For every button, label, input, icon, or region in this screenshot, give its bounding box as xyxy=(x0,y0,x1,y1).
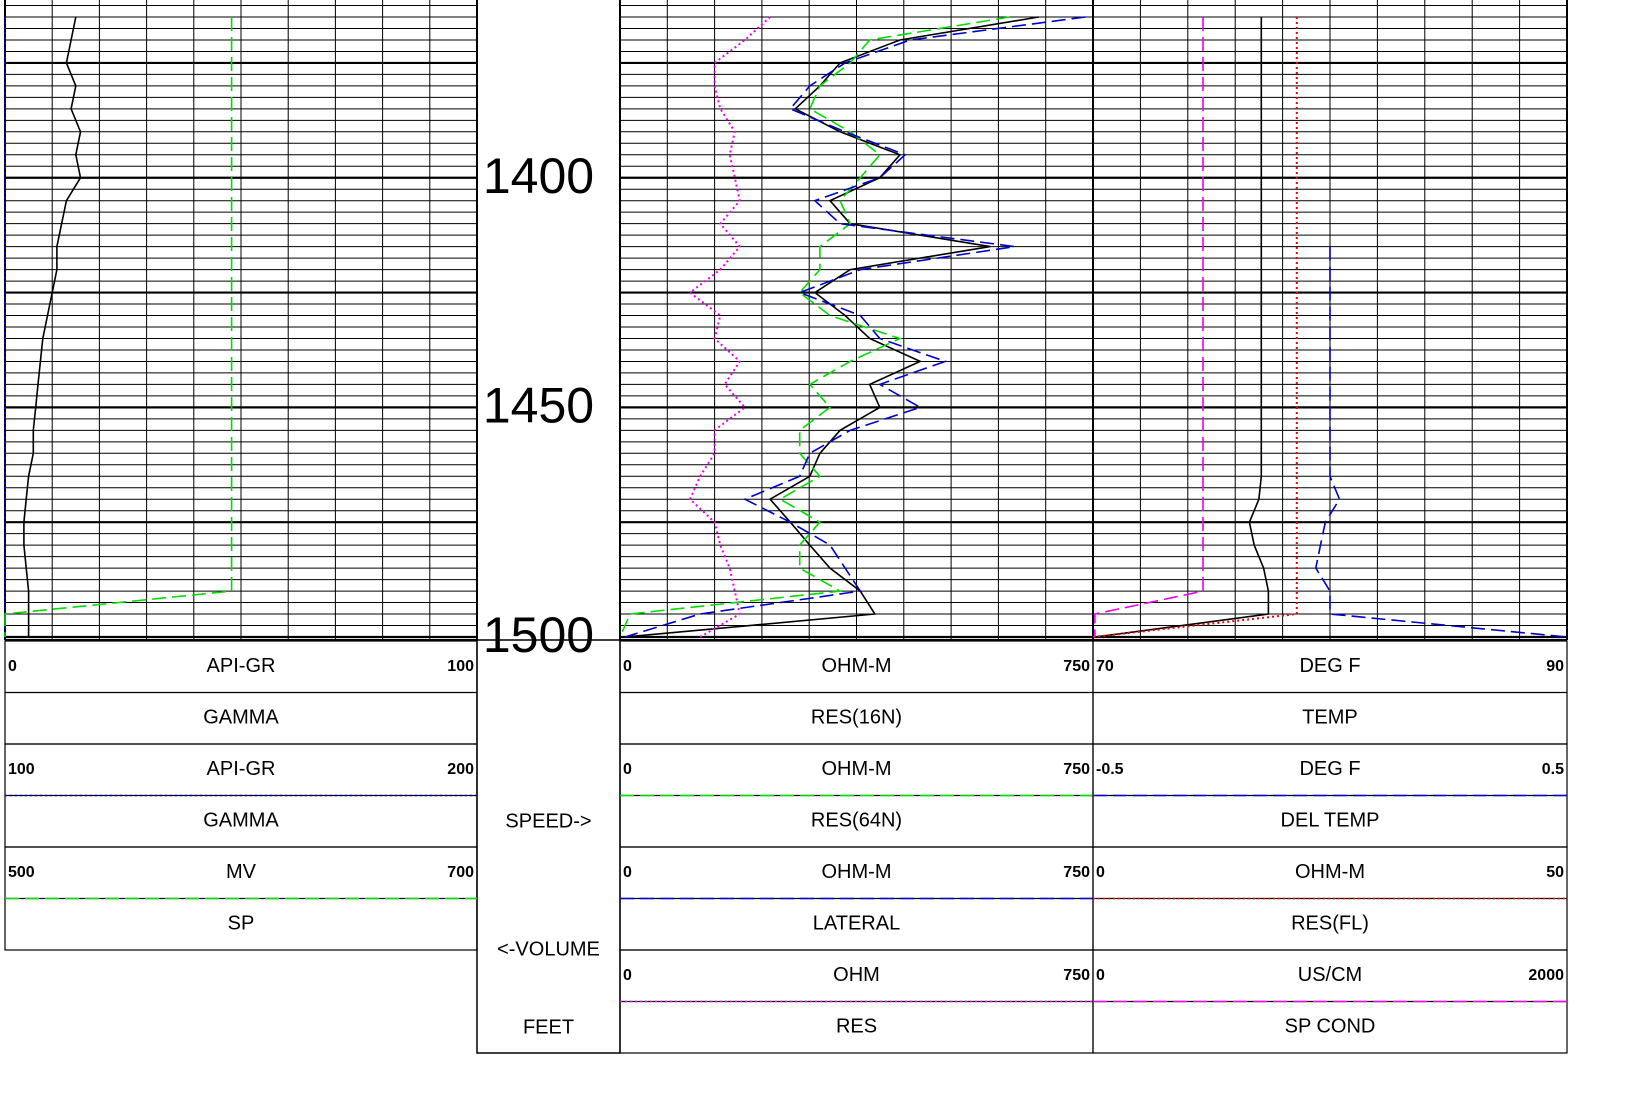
scale-max: 50 xyxy=(1546,864,1564,881)
depth-column-label: SPEED-> xyxy=(505,810,591,832)
curve-unit: OHM xyxy=(833,964,880,986)
depth-label: 1400 xyxy=(483,148,594,204)
curve-name: SP xyxy=(228,913,255,935)
log-curve xyxy=(1094,17,1204,637)
scale-max: 100 xyxy=(447,658,474,675)
curve-unit: MV xyxy=(226,861,257,883)
curve-name: GAMMA xyxy=(203,707,279,729)
scale-min: 500 xyxy=(8,864,35,881)
scale-max: 750 xyxy=(1063,761,1090,778)
depth-label: 1450 xyxy=(483,378,594,434)
curve-unit: OHM-M xyxy=(1295,861,1365,883)
scale-min: -0.5 xyxy=(1096,761,1124,778)
curve-name: TEMP xyxy=(1302,707,1358,729)
curve-name: LATERAL xyxy=(813,913,900,935)
scale-max: 2000 xyxy=(1528,967,1564,984)
scale-min: 0 xyxy=(1096,864,1105,881)
scale-max: 750 xyxy=(1063,967,1090,984)
curve-unit: OHM-M xyxy=(822,861,892,883)
depth-column-label: FEET xyxy=(523,1016,574,1038)
curve-unit: US/CM xyxy=(1298,964,1362,986)
log-curve xyxy=(619,16,1010,638)
scale-min: 0 xyxy=(623,658,632,675)
curve-unit: DEG F xyxy=(1299,758,1360,780)
depth-label: 1500 xyxy=(483,607,594,663)
log-curve xyxy=(1314,246,1568,638)
scale-min: 0 xyxy=(8,658,17,675)
curve-unit: DEG F xyxy=(1299,655,1360,677)
depth-column xyxy=(476,639,621,1054)
log-curve xyxy=(1092,17,1298,638)
curve-unit: OHM-M xyxy=(822,758,892,780)
curve-name: RES(FL) xyxy=(1291,913,1369,935)
scale-max: 700 xyxy=(447,864,474,881)
curve-name: RES xyxy=(836,1016,877,1038)
scale-min: 70 xyxy=(1096,658,1114,675)
scale-min: 100 xyxy=(8,761,35,778)
curve-name: DEL TEMP xyxy=(1281,810,1380,832)
curve-name: RES(64N) xyxy=(811,810,902,832)
curve-name: RES(16N) xyxy=(811,707,902,729)
scale-min: 0 xyxy=(623,864,632,881)
log-curve xyxy=(23,16,82,637)
curve-unit: API-GR xyxy=(207,758,276,780)
curve-name: GAMMA xyxy=(203,810,279,832)
curve-name: SP COND xyxy=(1285,1016,1376,1038)
curve-unit: API-GR xyxy=(207,655,276,677)
log-curve xyxy=(624,16,1086,638)
scale-max: 200 xyxy=(447,761,474,778)
log-curve xyxy=(4,17,233,637)
scale-max: 750 xyxy=(1063,864,1090,881)
scale-max: 90 xyxy=(1546,658,1564,675)
log-curve xyxy=(1095,17,1270,638)
curve-unit: OHM-M xyxy=(822,655,892,677)
scale-min: 0 xyxy=(1096,967,1105,984)
scale-max: 0.5 xyxy=(1542,761,1564,778)
scale-min: 0 xyxy=(623,761,632,778)
depth-column-label: <-VOLUME xyxy=(497,938,600,960)
scale-max: 750 xyxy=(1063,658,1090,675)
scale-min: 0 xyxy=(623,967,632,984)
